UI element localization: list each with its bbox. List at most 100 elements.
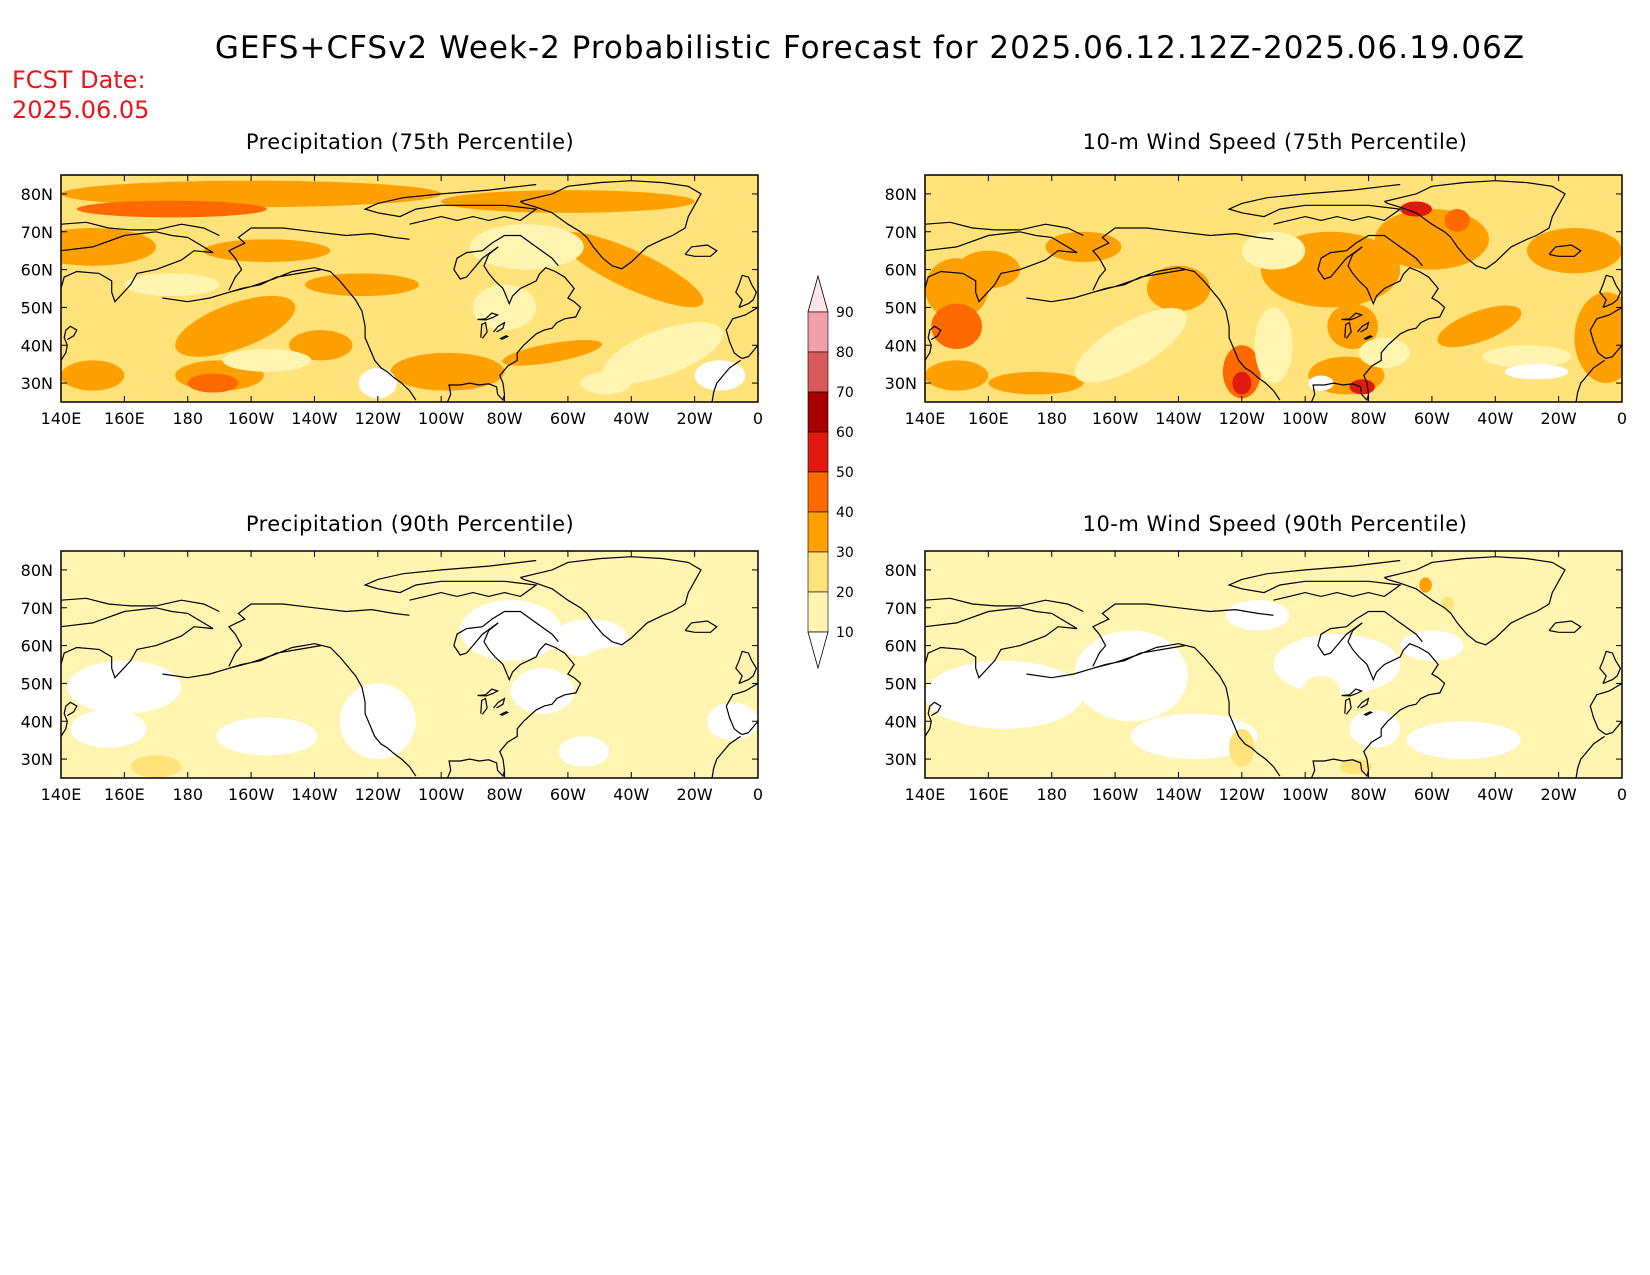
wind75-shading: [925, 201, 1622, 399]
shade-blob-1-1: [931, 303, 983, 350]
coastline-russia_n: [925, 221, 1084, 237]
lon-tick-label: 160E: [968, 785, 1009, 804]
shade-blob-1-24: [1308, 375, 1334, 391]
lon-tick-label: 140W: [1155, 785, 1202, 804]
coastline-great_lakes: [477, 312, 500, 321]
shade-blob-0-16: [358, 367, 397, 399]
shade-blob-0-10: [390, 352, 505, 391]
colorbar-label: 80: [836, 345, 854, 361]
coastlines-panel-3: [925, 556, 1622, 778]
lon-tick-label: 0: [1617, 785, 1627, 804]
lon-tick-label: 160W: [1092, 409, 1139, 428]
coastline-europe: [725, 306, 758, 360]
shade-blob-2-1: [70, 709, 147, 748]
lat-tick-label: 80N: [885, 561, 917, 580]
coastline-greenland: [1384, 180, 1566, 270]
coastline-russia: [925, 607, 1078, 679]
shade-blob-0-13: [61, 360, 125, 391]
lat-tick-label: 80N: [21, 561, 53, 580]
coastline-iceland: [1548, 244, 1582, 257]
coastline-europe: [725, 682, 758, 736]
coastline-gl2: [1344, 321, 1352, 339]
shade-blob-2-7: [558, 736, 610, 767]
shade-blob-3-2: [1130, 713, 1258, 760]
coastline-alaska_n: [1091, 227, 1274, 291]
coastline-great_lakes: [477, 688, 500, 697]
lon-tick-label: 180: [172, 409, 203, 428]
lon-tick-label: 0: [753, 409, 763, 428]
coastline-gl4: [499, 711, 510, 717]
fcst-date-value: 2025.06.05: [12, 96, 150, 124]
colorbar-segment-3: [807, 431, 829, 473]
colorbar-segment-7: [807, 591, 829, 633]
coastline-gl3: [1357, 321, 1370, 333]
coastline-gulf: [1310, 246, 1446, 402]
shade-blob-0-12: [559, 231, 704, 308]
lon-tick-label: 60W: [1414, 785, 1450, 804]
shade-blob-2-5: [510, 668, 575, 714]
coastline-gl3: [493, 321, 506, 333]
lon-tick-label: 60W: [1414, 409, 1450, 428]
shade-blob-3-7: [1400, 630, 1464, 661]
panel-title-precip90: Precipitation (90th Percentile): [245, 512, 575, 536]
coastline-europe: [1589, 682, 1622, 736]
colorbar-segment-2: [807, 391, 829, 433]
lon-tick-label: 0: [753, 785, 763, 804]
map-panel-precip90: [61, 551, 758, 778]
shade-blob-0-4: [203, 239, 331, 263]
colorbar-label: 90: [836, 305, 854, 321]
colorbar-segment-4: [807, 471, 829, 513]
shade-blob-1-12: [1374, 209, 1489, 270]
lon-tick-label: 140W: [1155, 409, 1202, 428]
panel-title-precip75: Precipitation (75th Percentile): [245, 130, 575, 154]
lat-tick-label: 40N: [21, 712, 53, 731]
coastline-gl3: [1357, 697, 1370, 709]
coastline-gl4: [1363, 335, 1374, 341]
shade-blob-3-10: [1340, 759, 1372, 775]
shade-blob-3-3: [1273, 634, 1401, 695]
coastline-japan: [61, 325, 78, 361]
lon-tick-label: 100W: [1282, 409, 1329, 428]
lon-tick-label: 160E: [104, 785, 145, 804]
lat-tick-label: 40N: [885, 712, 917, 731]
coastline-russia_n: [61, 597, 220, 613]
lon-tick-label: 100W: [418, 785, 465, 804]
shade-blob-1-17: [1437, 305, 1522, 348]
lon-tick-label: 60W: [550, 785, 586, 804]
coastline-alaska_n: [1091, 603, 1274, 667]
colorbar-label: 10: [836, 625, 854, 641]
coastline-africa: [1575, 359, 1605, 402]
coastline-iceland: [684, 620, 718, 633]
shade-blob-1-25: [925, 360, 989, 391]
shade-blob-1-6: [1222, 345, 1261, 399]
shade-blob-1-15: [1526, 227, 1622, 274]
coastline-uk: [735, 274, 758, 308]
coastline-hudson: [1317, 234, 1423, 280]
shade-blob-1-21: [1482, 345, 1572, 368]
shade-blob-3-0: [925, 660, 1084, 729]
shade-blob-1-4: [1146, 265, 1211, 312]
lat-tick-label: 60N: [21, 261, 53, 280]
coastline-hudson: [1317, 610, 1423, 656]
shade-blob-2-4: [460, 600, 562, 661]
coastline-na_west: [228, 267, 417, 401]
coastline-aleutian: [1026, 667, 1094, 679]
coastline-uk: [735, 650, 758, 684]
panel-title-wind75: 10-m Wind Speed (75th Percentile): [1082, 130, 1468, 154]
coastline-arctic_isl: [363, 559, 538, 601]
coastline-russia_n: [925, 597, 1084, 613]
lat-tick-label: 40N: [885, 336, 917, 355]
colorbar-label: 70: [836, 385, 854, 401]
coastline-gl2: [480, 697, 488, 715]
coastline-africa: [711, 735, 741, 778]
lat-tick-label: 40N: [21, 336, 53, 355]
lon-tick-label: 160W: [228, 785, 275, 804]
coastline-great_lakes: [1341, 688, 1364, 697]
coastline-great_lakes: [1341, 312, 1364, 321]
lon-tick-label: 140E: [905, 409, 946, 428]
coastline-greenland: [520, 556, 702, 646]
lat-tick-label: 30N: [21, 750, 53, 769]
shade-blob-3-6: [1225, 600, 1290, 631]
coastline-japan: [925, 325, 942, 361]
lon-tick-label: 40W: [1477, 409, 1513, 428]
